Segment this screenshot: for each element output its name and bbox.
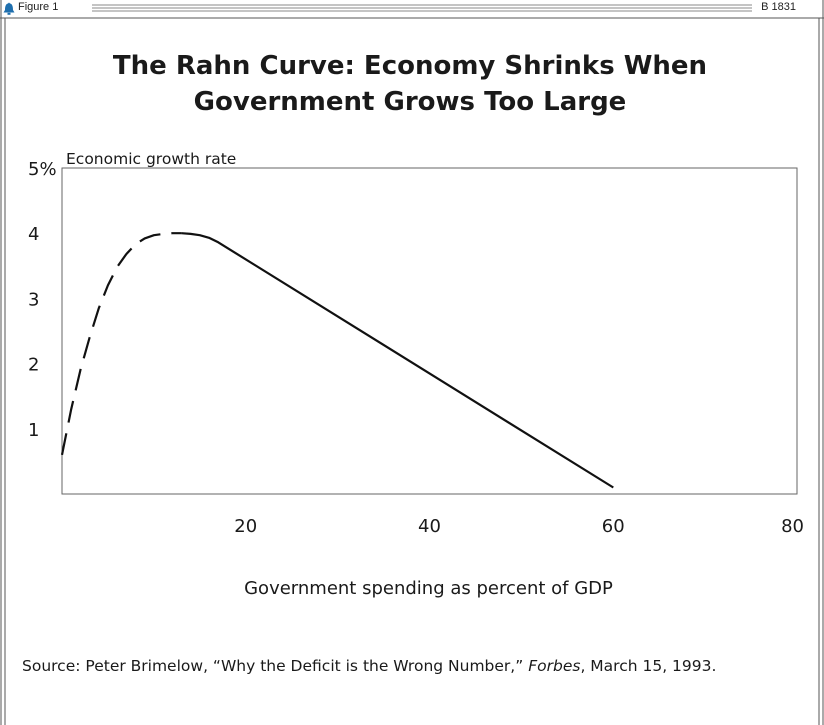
source-date: , March 15, 1993. [580, 657, 717, 675]
plot-area-border [61, 167, 798, 495]
chart-plot: Economic growth rate 1 2 3 4 5% 20 40 60 80 Govern… [28, 150, 804, 599]
x-tick-label: 20 [234, 516, 257, 537]
source-publication: Forbes [528, 657, 581, 675]
chart-title-line-1: The Rahn Curve: Economy Shrinks When [112, 51, 708, 81]
x-tick-label: 40 [418, 516, 441, 537]
y-tick-label: 5% [28, 159, 57, 180]
rahn-curve-dashed-segment [60, 232, 182, 456]
figure-label: Figure 1 [18, 1, 59, 13]
y-axis-label: Economic growth rate [66, 150, 236, 168]
y-tick-label: 4 [28, 224, 39, 245]
liberty-bell-icon [3, 2, 15, 15]
x-tick-label: 60 [602, 516, 625, 537]
y-tick-label: 1 [28, 420, 39, 441]
x-axis-label: Government spending as percent of GDP [244, 578, 613, 599]
figure-header: Figure 1 B 1831 [0, 0, 824, 18]
source-note: Source: Peter Brimelow, “Why the Deficit… [22, 657, 716, 675]
x-tick-label: 80 [781, 516, 804, 537]
source-label: Source: [22, 657, 81, 675]
rahn-curve-solid-segment [181, 232, 614, 489]
chart-title-line-2: Government Grows Too Large [193, 87, 627, 117]
y-tick-label: 2 [28, 355, 39, 376]
chart-title: The Rahn Curve: Economy Shrinks When Gov… [60, 48, 760, 120]
source-citation: Peter Brimelow, “Why the Deficit is the … [85, 657, 524, 675]
y-tick-label: 3 [28, 289, 39, 310]
report-code: B 1831 [761, 1, 796, 13]
